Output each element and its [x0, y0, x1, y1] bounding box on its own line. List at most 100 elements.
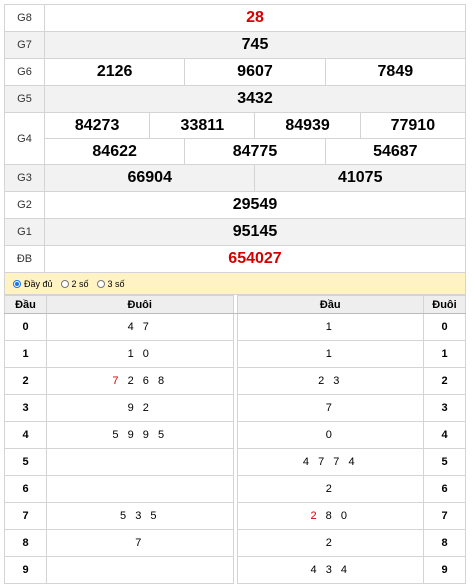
option-full[interactable]: Đầy đủ [13, 279, 53, 289]
prize-label: ĐB [4, 245, 45, 273]
prize-value: 28 [44, 4, 466, 32]
duoi-key: 2 [423, 367, 466, 395]
option-two-digits[interactable]: 2 số [60, 278, 89, 289]
prize-label: G7 [4, 31, 45, 59]
column-gap [232, 502, 238, 530]
special-prize-value: 654027 [44, 245, 466, 273]
duoi-key: 8 [423, 529, 466, 557]
option-three-digits[interactable]: 3 số [96, 278, 125, 289]
table-row: 4 5 9 9 5 0 4 [4, 421, 466, 449]
prize-label: G6 [4, 58, 45, 86]
prize-label: G5 [4, 85, 45, 113]
option-two-label: 2 số [71, 278, 89, 289]
radio-two-digits[interactable] [60, 279, 69, 288]
column-gap [232, 556, 238, 584]
prize-label: G1 [4, 218, 45, 246]
prize-value: 84273 [43, 112, 151, 139]
row-g4-b: 84622 84775 54687 [5, 138, 467, 165]
row-g2: G2 29549 [4, 191, 466, 219]
digits: 7 [325, 402, 335, 414]
digits: 0 [325, 429, 335, 441]
column-gap [232, 367, 238, 395]
dau-key: 7 [4, 502, 47, 530]
dau-values: 4 7 [46, 313, 234, 341]
radio-full[interactable] [13, 279, 21, 288]
duoi-key: 6 [423, 475, 466, 503]
dau-values: 5 9 9 5 [46, 421, 234, 449]
row-g7: G7 745 [4, 31, 466, 59]
dau-key: 1 [4, 340, 47, 368]
highlight-digit: 7 [112, 375, 122, 387]
duoi-values: 0 [236, 421, 424, 449]
digits: 1 [325, 321, 335, 333]
prize-value: 7849 [324, 58, 467, 86]
dau-key: 4 [4, 421, 47, 449]
dau-key: 3 [4, 394, 47, 422]
option-three-label: 3 số [107, 278, 125, 289]
duoi-values: 1 [236, 340, 424, 368]
header-duoi: Đuôi [46, 295, 234, 314]
header-dau: Đầu [4, 295, 47, 314]
prize-value: 54687 [324, 138, 467, 165]
column-gap [232, 475, 238, 503]
digits: 5 9 9 5 [112, 429, 168, 441]
radio-three-digits[interactable] [96, 279, 105, 288]
column-gap [232, 313, 238, 341]
prize-value: 29549 [44, 191, 466, 219]
header-duoi-2: Đuôi [423, 295, 466, 314]
digits: 2 6 8 [121, 375, 168, 387]
dau-values: 7 [46, 529, 234, 557]
row-g5: G5 3432 [4, 85, 466, 113]
digits: 2 [325, 483, 335, 495]
dau-key: 6 [4, 475, 47, 503]
table-row: 3 9 2 7 3 [4, 394, 466, 422]
duoi-key: 7 [423, 502, 466, 530]
row-g6: G6 2126 9607 7849 [4, 58, 467, 86]
duoi-key: 3 [423, 394, 466, 422]
table-row: 6 2 6 [4, 475, 466, 503]
header-dau-2: Đầu [236, 295, 424, 314]
digits: 7 [135, 537, 145, 549]
row-db: ĐB 654027 [4, 245, 466, 273]
lottery-results: G8 28 G7 745 G6 2126 9607 7849 G5 3432 G… [4, 4, 467, 584]
prize-value: 95145 [44, 218, 466, 246]
prize-label: G8 [4, 4, 45, 32]
prize-value: 84622 [43, 138, 186, 165]
table-row: 5 4 7 7 4 5 [4, 448, 466, 476]
row-g4-a: G4 84273 33811 84939 77910 [4, 112, 467, 165]
header-gap [232, 295, 238, 314]
prize-label: G4 [4, 112, 45, 165]
column-gap [232, 340, 238, 368]
dau-key: 8 [4, 529, 47, 557]
prize-value: 745 [44, 31, 466, 59]
duoi-key: 1 [423, 340, 466, 368]
dau-key: 5 [4, 448, 47, 476]
prize-value: 66904 [43, 164, 256, 192]
column-gap [232, 448, 238, 476]
digits: 4 3 4 [310, 564, 350, 576]
table-row: 1 1 0 1 1 [4, 340, 466, 368]
dau-values [46, 556, 234, 584]
digits: 9 2 [127, 402, 152, 414]
option-full-label: Đầy đủ [24, 278, 53, 289]
prize-label: G3 [4, 164, 45, 192]
column-gap [232, 529, 238, 557]
dau-values: 5 3 5 [46, 502, 234, 530]
table-row: 9 4 3 4 9 [4, 556, 466, 584]
dau-values: 1 0 [46, 340, 234, 368]
dau-key: 2 [4, 367, 47, 395]
digits: 5 3 5 [120, 510, 160, 522]
digits: 4 7 7 4 [302, 456, 358, 468]
column-gap [232, 394, 238, 422]
prize-value: 3432 [44, 85, 466, 113]
duoi-values: 2 [236, 529, 424, 557]
digits: 2 [325, 537, 335, 549]
duoi-key: 5 [423, 448, 466, 476]
prize-value: 77910 [359, 112, 467, 139]
duoi-values: 4 3 4 [236, 556, 424, 584]
duoi-values: 2 8 0 [236, 502, 424, 530]
